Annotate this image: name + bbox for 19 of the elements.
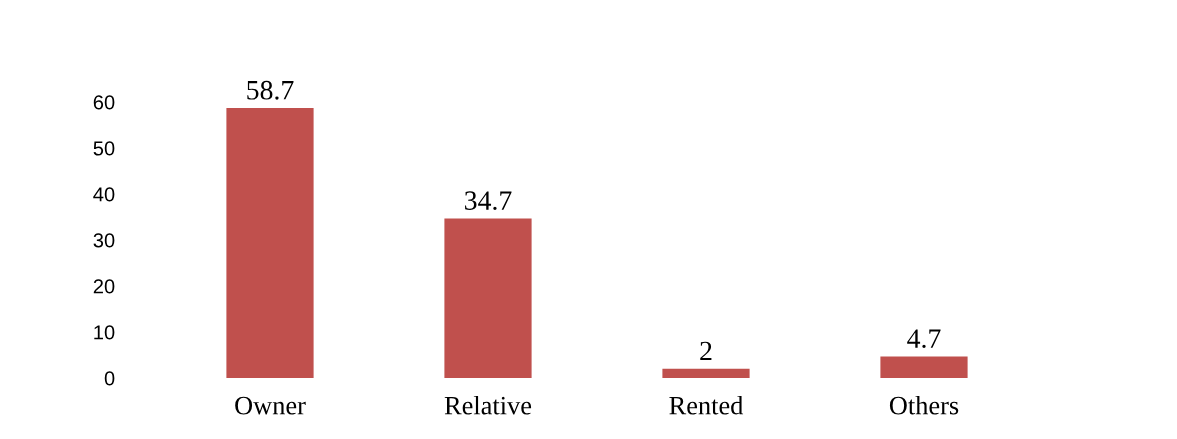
y-tick-label: 60 (93, 95, 115, 110)
x-tick-label: Rented (669, 395, 744, 415)
x-tick-label: Others (889, 395, 959, 415)
bar (880, 356, 968, 378)
data-label: 58.7 (247, 80, 294, 100)
bar (226, 107, 314, 378)
x-tick-label: Owner (235, 396, 306, 415)
y-tick-label: 10 (94, 325, 115, 340)
bar (662, 368, 750, 378)
y-tick-label: 50 (93, 141, 115, 156)
y-tick-label: 20 (93, 279, 115, 294)
data-label: 34.7 (465, 191, 512, 211)
y-tick-label: 40 (93, 187, 115, 202)
y-tick-label: 30 (93, 233, 115, 248)
y-tick-label: 0 (104, 371, 115, 386)
data-label: 4.7 (907, 329, 941, 349)
x-tick-label: Relative (444, 395, 532, 415)
bar (444, 218, 532, 378)
data-label: 2 (700, 341, 712, 361)
